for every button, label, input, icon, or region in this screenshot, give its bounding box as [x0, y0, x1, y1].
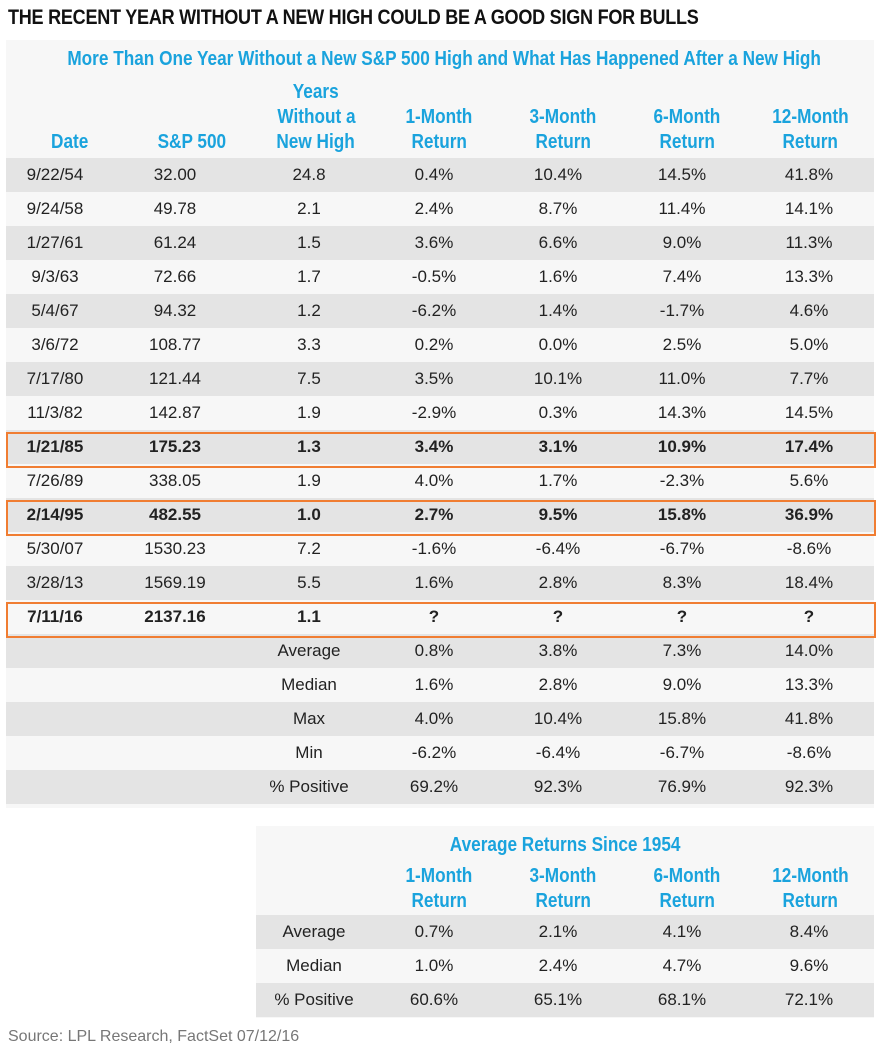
- avg-header-12-month-return: 12-Month Return: [771, 865, 849, 912]
- header-1-month-return: 1-Month Return: [405, 106, 473, 153]
- table-row-highlighted: 1/21/85 175.23 1.3 3.4% 3.1% 10.9% 17.4%: [6, 430, 874, 464]
- table-row-highlighted: 2/14/95 482.55 1.0 2.7% 9.5% 15.8% 36.9%: [6, 498, 874, 532]
- summary-row: Average 0.8% 3.8% 7.3% 14.0%: [6, 634, 874, 668]
- avg-header-1-month-return: 1-Month Return: [405, 865, 473, 912]
- table-row: % Positive 60.6% 65.1% 68.1% 72.1%: [256, 983, 874, 1017]
- table-row: 9/24/58 49.78 2.1 2.4% 8.7% 11.4% 14.1%: [6, 192, 874, 226]
- header-12-month-return: 12-Month Return: [771, 106, 849, 153]
- summary-row: Max 4.0% 10.4% 15.8% 41.8%: [6, 702, 874, 736]
- table-row-highlighted: 7/11/16 2137.16 1.1 ????: [6, 600, 874, 634]
- header-sp500: S&P 500: [157, 131, 227, 153]
- avg-header-3-month-return: 3-Month Return: [529, 865, 597, 912]
- average-table-subtitle: Average Returns Since 1954: [449, 834, 681, 856]
- header-6-month-return: 6-Month Return: [653, 106, 721, 153]
- page-title: THE RECENT YEAR WITHOUT A NEW HIGH COULD…: [8, 6, 699, 29]
- table-row: Median 1.0% 2.4% 4.7% 9.6%: [256, 949, 874, 983]
- header-date: Date: [51, 131, 89, 153]
- table-row: 7/17/80 121.44 7.5 3.5% 10.1% 11.0% 7.7%: [6, 362, 874, 396]
- header-3-month-return: 3-Month Return: [529, 106, 597, 153]
- summary-row: Median 1.6% 2.8% 9.0% 13.3%: [6, 668, 874, 702]
- table-row: 5/30/07 1530.23 7.2 -1.6% -6.4% -6.7% -8.6%: [6, 532, 874, 566]
- average-returns-table: Average 0.7% 2.1% 4.1% 8.4% Median 1.0% 2.4% …: [256, 915, 874, 1017]
- table-row: 9/3/63 72.66 1.7 -0.5% 1.6% 7.4% 13.3%: [6, 260, 874, 294]
- table-row: 7/26/89 338.05 1.9 4.0% 1.7% -2.3% 5.6%: [6, 464, 874, 498]
- source-note: Source: LPL Research, FactSet 07/12/16: [8, 1028, 300, 1045]
- header-years-without-high: Years Without a New High: [276, 81, 356, 153]
- summary-row: % Positive 69.2% 92.3% 76.9% 92.3%: [6, 770, 874, 804]
- summary-row: Min -6.2% -6.4% -6.7% -8.6%: [6, 736, 874, 770]
- table-row: 3/6/72 108.77 3.3 0.2% 0.0% 2.5% 5.0%: [6, 328, 874, 362]
- main-table-subtitle: More Than One Year Without a New S&P 500…: [67, 48, 821, 70]
- table-row: 5/4/67 94.32 1.2 -6.2% 1.4% -1.7% 4.6%: [6, 294, 874, 328]
- table-row: 11/3/82 142.87 1.9 -2.9% 0.3% 14.3% 14.5%: [6, 396, 874, 430]
- table-row: 1/27/61 61.24 1.5 3.6% 6.6% 9.0% 11.3%: [6, 226, 874, 260]
- table-row: Average 0.7% 2.1% 4.1% 8.4%: [256, 915, 874, 949]
- table-row: 3/28/13 1569.19 5.5 1.6% 2.8% 8.3% 18.4%: [6, 566, 874, 600]
- table-row: 9/22/54 32.00 24.8 0.4% 10.4% 14.5% 41.8%: [6, 158, 874, 192]
- avg-header-6-month-return: 6-Month Return: [653, 865, 721, 912]
- main-data-table: 9/22/54 32.00 24.8 0.4% 10.4% 14.5% 41.8% 9/2…: [6, 158, 874, 804]
